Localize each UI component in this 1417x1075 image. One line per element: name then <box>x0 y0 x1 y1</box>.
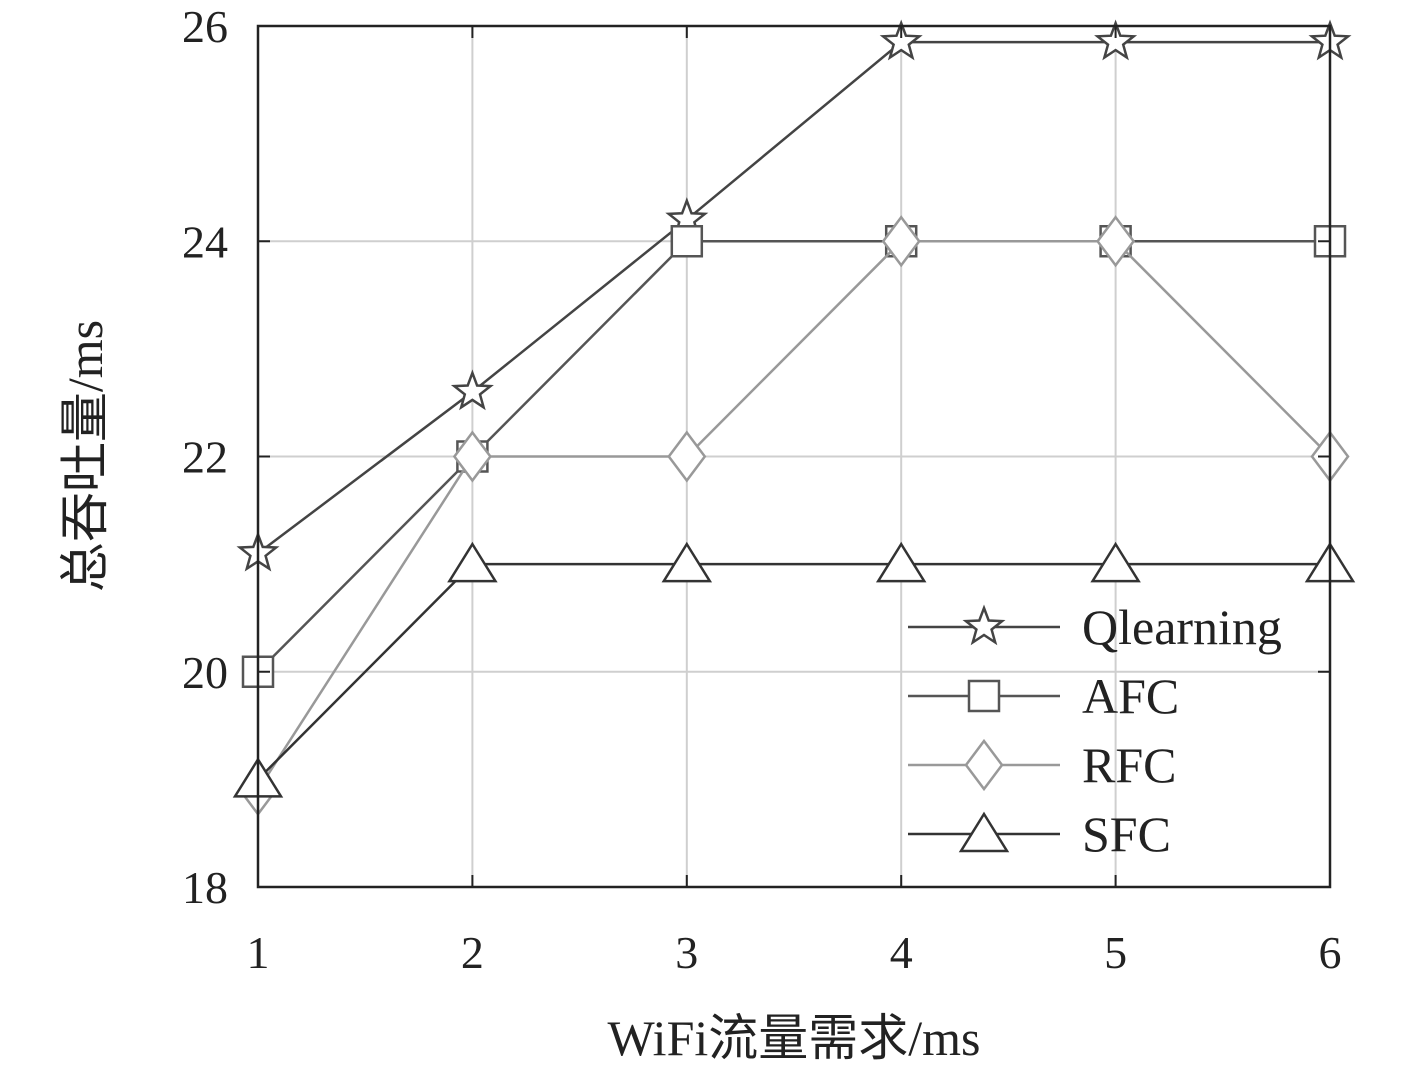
x-tick-label: 3 <box>675 927 698 978</box>
diamond-marker <box>881 215 921 268</box>
legend-label: Qlearning <box>1082 599 1282 655</box>
series-layer <box>232 19 1356 817</box>
legend: Qlearning AFC RFC SFC <box>908 599 1282 862</box>
x-tick-label: 5 <box>1104 927 1127 978</box>
series-line <box>257 240 1330 673</box>
series-rfc <box>238 215 1350 817</box>
legend-entry: Qlearning <box>908 599 1282 655</box>
series-line <box>257 40 1330 555</box>
star-marker <box>879 19 923 61</box>
series-qlearning <box>236 19 1352 572</box>
diamond-marker <box>667 430 707 483</box>
triangle-marker <box>661 541 713 583</box>
legend-star-marker <box>962 604 1006 646</box>
legend-label: AFC <box>1082 668 1179 724</box>
legend-triangle-marker <box>958 811 1010 853</box>
legend-entry: SFC <box>908 806 1171 862</box>
legend-label: RFC <box>1082 737 1177 793</box>
x-tick-label: 4 <box>890 927 913 978</box>
x-tick-label: 6 <box>1319 927 1342 978</box>
legend-entry: AFC <box>908 668 1179 724</box>
square-marker <box>670 225 704 258</box>
series-line <box>256 240 1331 791</box>
legend-label: SFC <box>1082 806 1171 862</box>
y-tick-label: 18 <box>182 862 228 913</box>
legend-diamond-marker <box>964 738 1004 792</box>
x-tick-label: 1 <box>247 927 270 978</box>
diamond-marker <box>452 430 492 483</box>
y-tick-label: 26 <box>182 1 228 52</box>
series-sfc <box>232 541 1356 798</box>
x-axis-title: WiFi流量需求/ms <box>607 1010 980 1066</box>
legend-entry: RFC <box>908 737 1177 793</box>
x-tick-label: 2 <box>461 927 484 978</box>
series-line <box>257 562 1330 781</box>
triangle-marker <box>447 541 498 583</box>
legend-square-marker <box>967 679 1001 713</box>
triangle-marker <box>1090 541 1141 583</box>
y-tick-label: 20 <box>182 647 228 698</box>
triangle-marker <box>875 541 927 583</box>
y-tick-label: 22 <box>182 432 228 483</box>
axis-ticks: 1 2 3 4 5 6 18 20 22 24 26 <box>182 1 1342 978</box>
star-marker <box>1094 19 1138 61</box>
diamond-marker <box>1096 215 1136 268</box>
y-axis-title: 总吞吐量/ms <box>57 320 113 592</box>
star-marker <box>450 369 494 411</box>
y-tick-label: 24 <box>182 216 228 267</box>
